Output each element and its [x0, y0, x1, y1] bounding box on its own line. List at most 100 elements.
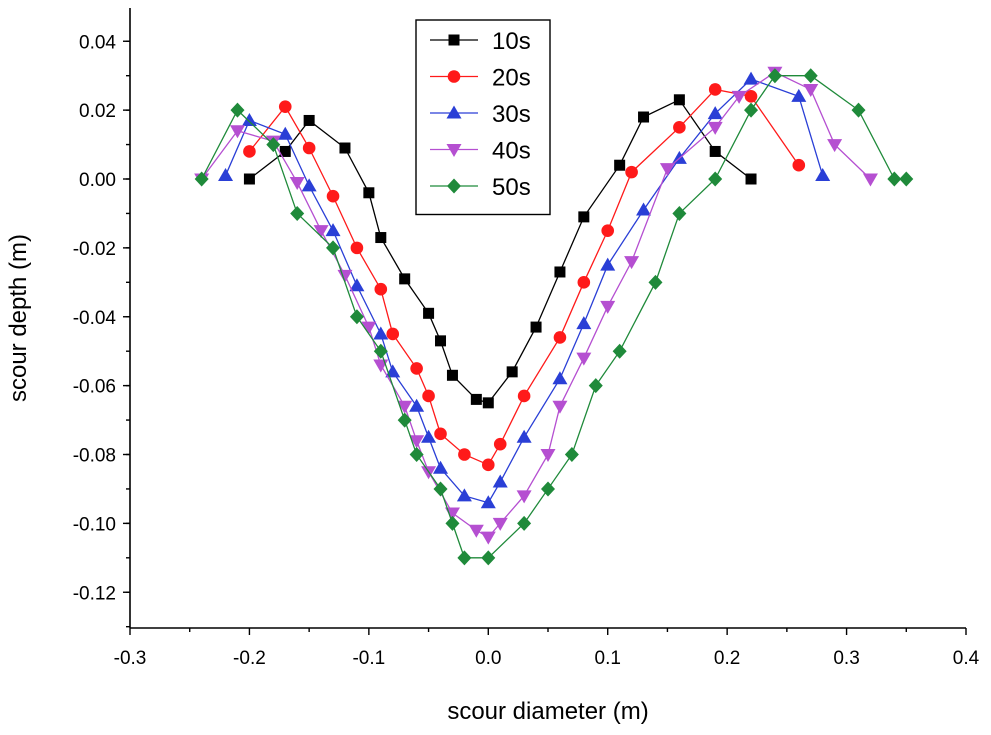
x-tick-label: -0.1: [352, 648, 385, 669]
data-point-10s: [279, 145, 291, 157]
data-point-10s: [709, 145, 721, 157]
data-point-20s: [517, 389, 531, 403]
data-point-20s: [243, 145, 256, 158]
data-point-30s: [456, 488, 472, 502]
data-point-20s: [302, 141, 316, 155]
data-point-20s: [708, 83, 722, 96]
data-point-50s: [517, 515, 532, 531]
legend-marker-40s: [446, 144, 462, 157]
data-point-30s: [552, 371, 568, 385]
data-point-20s: [278, 100, 292, 113]
data-point-40s: [409, 435, 425, 449]
legend-item-20s: 20s: [430, 65, 531, 92]
series-layer: [194, 66, 914, 566]
data-point-40s: [397, 400, 413, 414]
data-point-30s: [277, 126, 293, 140]
data-point-20s: [422, 389, 435, 403]
data-point-30s: [409, 398, 425, 412]
data-point-50s: [887, 171, 902, 187]
x-tick-label: 0.0: [475, 648, 501, 669]
data-point-50s: [326, 240, 341, 256]
data-point-40s: [600, 300, 616, 314]
data-point-40s: [480, 531, 496, 545]
data-point-50s: [767, 68, 782, 84]
x-tick-label: 0.1: [595, 648, 621, 669]
data-point-40s: [731, 90, 747, 104]
data-point-40s: [516, 490, 532, 504]
data-point-10s: [673, 94, 685, 106]
legend-label: 40s: [492, 138, 531, 165]
data-point-10s: [375, 232, 387, 244]
y-axis-title: scour depth (m): [5, 234, 32, 402]
data-point-40s: [289, 176, 305, 190]
data-point-20s: [792, 158, 806, 172]
legend-label: 20s: [492, 65, 531, 92]
legend-item-10s: 10s: [430, 28, 531, 55]
data-point-10s: [638, 111, 650, 123]
data-point-20s: [410, 362, 423, 375]
data-point-30s: [480, 495, 496, 509]
data-point-10s: [363, 187, 375, 199]
data-point-30s: [516, 429, 532, 443]
data-point-50s: [445, 515, 460, 531]
data-point-50s: [612, 343, 627, 359]
data-point-50s: [194, 171, 209, 187]
legend-label: 30s: [492, 101, 531, 128]
legend-label: 10s: [492, 28, 531, 55]
data-point-10s: [482, 397, 494, 409]
x-tick-label: 0.2: [714, 648, 740, 669]
x-ticks: -0.3 -0.2 -0.1 0.0 0.1 0.2 0.3 0.4: [114, 628, 980, 669]
data-point-40s: [827, 139, 843, 153]
data-point-50s: [541, 481, 555, 497]
data-point-20s: [434, 427, 447, 441]
data-point-20s: [673, 121, 686, 134]
data-point-30s: [636, 202, 652, 216]
data-point-30s: [301, 178, 317, 192]
data-point-10s: [423, 307, 435, 319]
series-10s: [243, 94, 757, 409]
data-point-10s: [303, 114, 315, 126]
data-point-10s: [745, 173, 757, 185]
legend-box: [415, 19, 551, 216]
data-point-10s: [243, 173, 255, 185]
legend: 10s 20s 30s 40s 50s: [415, 19, 551, 216]
data-point-10s: [554, 266, 566, 278]
data-point-40s: [659, 163, 675, 177]
data-point-40s: [552, 400, 568, 414]
data-point-50s: [409, 447, 424, 462]
data-point-40s: [803, 83, 819, 97]
data-point-20s: [577, 276, 591, 289]
data-point-20s: [481, 458, 495, 472]
data-point-20s: [386, 327, 400, 341]
data-point-20s: [350, 241, 364, 255]
data-point-20s: [326, 189, 340, 203]
data-point-40s: [492, 517, 508, 531]
data-point-30s: [671, 150, 687, 164]
data-point-50s: [397, 412, 412, 428]
y-tick-label: -0.02: [73, 239, 116, 260]
data-point-30s: [325, 223, 341, 237]
data-point-10s: [435, 335, 447, 347]
data-point-50s: [851, 102, 866, 118]
y-tick-label: 0.04: [79, 32, 116, 53]
data-point-50s: [708, 171, 723, 187]
series-40s: [194, 66, 878, 545]
y-tick-label: 0.02: [79, 101, 116, 122]
data-point-50s: [349, 309, 364, 325]
legend-item-50s: 50s: [430, 174, 531, 201]
y-tick-label: -0.10: [73, 514, 116, 535]
x-tick-label: -0.3: [114, 648, 147, 669]
data-point-40s: [540, 449, 556, 462]
data-point-50s: [373, 343, 388, 359]
x-tick-label: -0.2: [233, 648, 266, 669]
data-point-40s: [229, 125, 245, 139]
data-point-50s: [457, 550, 472, 566]
data-point-50s: [744, 102, 759, 118]
data-point-40s: [468, 524, 484, 538]
legend-marker-10s: [448, 34, 460, 46]
data-point-30s: [433, 460, 449, 474]
data-point-40s: [862, 173, 878, 187]
data-point-10s: [339, 142, 351, 154]
data-point-30s: [492, 474, 508, 488]
